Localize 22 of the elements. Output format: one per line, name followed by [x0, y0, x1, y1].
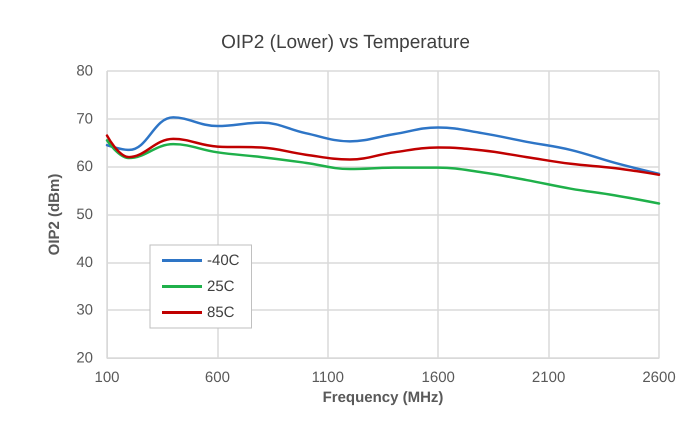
- line-series: [106, 139, 660, 205]
- legend-label: 25C: [207, 278, 235, 295]
- x-tick-label: 2100: [532, 369, 566, 386]
- x-tick-label: 100: [94, 369, 120, 386]
- legend-label: -40C: [207, 252, 240, 269]
- chart-title: OIP2 (Lower) vs Temperature: [221, 32, 470, 53]
- y-tick-label: 70: [76, 110, 93, 128]
- y-tick-label: 30: [76, 302, 93, 319]
- x-tick-label: 600: [204, 369, 230, 386]
- legend-label: 85C: [207, 304, 235, 321]
- line-series: [106, 134, 660, 176]
- y-tick-label: 40: [76, 254, 93, 271]
- x-tick-label: 2600: [642, 369, 676, 386]
- y-axis-title: OIP2 (dBm): [46, 174, 63, 256]
- x-axis-title: Frequency (MHz): [322, 388, 444, 406]
- x-tick-label: 1100: [312, 369, 344, 386]
- y-tick-label: 60: [76, 158, 93, 176]
- y-tick-label: 20: [76, 350, 93, 366]
- line-series: [106, 116, 660, 176]
- x-tick-label: 1600: [422, 369, 455, 386]
- y-tick-label: 80: [76, 62, 93, 80]
- y-tick-label: 50: [76, 206, 93, 223]
